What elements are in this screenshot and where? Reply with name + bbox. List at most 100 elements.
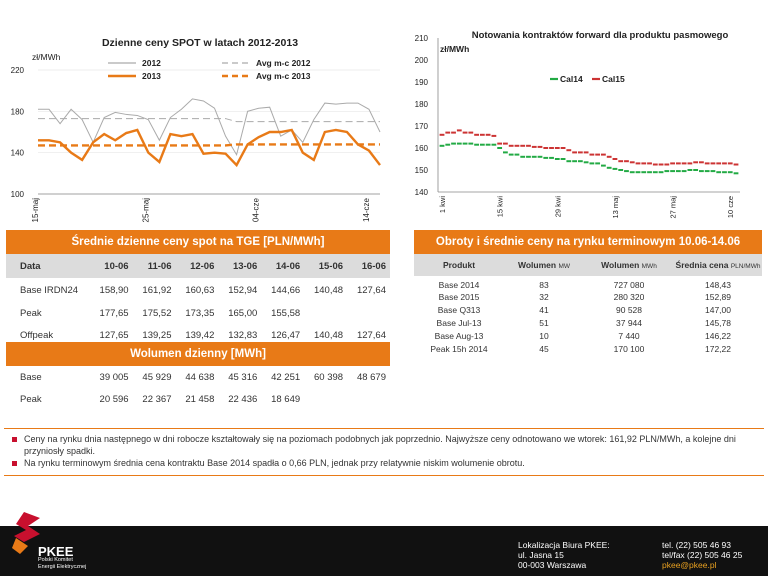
forward-price-chart-svg: Notowania kontraktów forward dla produkt… bbox=[415, 30, 740, 219]
table-cell: 44 638 bbox=[185, 371, 215, 383]
table-row: Base IRDN24 158,90 161,92 160,63 152,94 … bbox=[6, 278, 390, 302]
y-tick-label: 140 bbox=[415, 188, 429, 197]
table-cell: 139,25 bbox=[142, 329, 172, 341]
table-cell: 60 398 bbox=[313, 371, 344, 383]
table-cell: 127,64 bbox=[356, 284, 386, 296]
table-cell: 158,90 bbox=[99, 284, 129, 296]
spot-chart-legend: 2012 2013 Avg m-c 2012 Avg m-c 2013 bbox=[108, 58, 311, 81]
header-cell: 13-06 bbox=[218, 254, 262, 278]
table-cell: Base Aug-13 bbox=[434, 330, 484, 341]
contact-info: tel. (22) 505 46 93 tel/fax (22) 505 46 … bbox=[662, 540, 742, 570]
x-tick-label: 13 maj bbox=[611, 196, 620, 219]
logo-subtitle-1: Polski Komitet bbox=[38, 557, 73, 563]
x-tick-label: 25-maj bbox=[141, 198, 150, 223]
commentary-notes: Ceny na rynku dnia następnego w dni robo… bbox=[4, 428, 764, 476]
header-cell: Data bbox=[6, 254, 90, 278]
series-cal15 bbox=[439, 129, 739, 166]
legend-label: 2012 bbox=[142, 58, 161, 68]
header-cell: 12-06 bbox=[175, 254, 219, 278]
table-cell: Base Q313 bbox=[437, 304, 481, 315]
table-cell bbox=[304, 388, 347, 410]
header-cell: 10-06 bbox=[89, 254, 133, 278]
table-cell: Base 2015 bbox=[438, 291, 480, 302]
y-tick-label: 210 bbox=[415, 34, 429, 43]
table-cell: 22 436 bbox=[228, 393, 258, 405]
table-cell: 170 100 bbox=[613, 343, 645, 354]
x-tick-label: 27 maj bbox=[669, 196, 678, 219]
x-tick-label: 10 cze bbox=[726, 196, 735, 218]
legend-label: Avg m-c 2012 bbox=[256, 58, 311, 68]
y-tick-label: 100 bbox=[11, 190, 25, 199]
row-label: Peak bbox=[20, 393, 42, 405]
spot-table-title: Średnie dzienne ceny spot na TGE [PLN/MW… bbox=[6, 230, 390, 254]
header-cell: 14-06 bbox=[261, 254, 305, 278]
header-main: Wolumen bbox=[517, 260, 557, 270]
table-cell: 20 596 bbox=[99, 393, 129, 405]
volume-table-title: Wolumen dzienny [MWh] bbox=[6, 342, 390, 366]
table-row: Peak 20 596 22 367 21 458 22 436 18 649 bbox=[6, 388, 390, 410]
series-line-2012 bbox=[38, 98, 381, 157]
y-tick-label: 200 bbox=[415, 56, 429, 65]
table-cell: 127,64 bbox=[356, 329, 386, 341]
header-unit: MWh bbox=[641, 263, 657, 270]
table-cell: Base Jul-13 bbox=[436, 317, 482, 328]
phone-number: tel. (22) 505 46 93 bbox=[662, 540, 731, 550]
legend-label: Cal15 bbox=[602, 74, 625, 84]
y-tick-label: 160 bbox=[415, 144, 429, 153]
header-cell: Produkt bbox=[414, 254, 504, 276]
spot-table: Data 10-06 11-06 12-06 13-06 14-06 15-06… bbox=[6, 254, 390, 346]
table-cell: 155,58 bbox=[271, 307, 301, 319]
table-row: Base Q313 41 90 528 147,00 bbox=[414, 303, 762, 316]
forward-chart-legend: Cal14 Cal15 bbox=[550, 74, 625, 84]
table-cell: 152,89 bbox=[705, 291, 731, 302]
table-cell: Peak 15h 2014 bbox=[430, 343, 488, 354]
series-line-2013 bbox=[38, 128, 381, 168]
logo-name: PKEE bbox=[38, 544, 74, 559]
table-row: Base 2014 83 727 080 148,43 bbox=[414, 276, 762, 290]
header-cell: Wolumen MW bbox=[504, 254, 584, 276]
table-row: Base 39 005 45 929 44 638 45 316 42 251 … bbox=[6, 366, 390, 388]
row-label: Base bbox=[20, 371, 42, 383]
y-tick-label: 220 bbox=[11, 66, 25, 75]
y-tick-label: 170 bbox=[415, 122, 429, 131]
legend-label: Avg m-c 2013 bbox=[256, 71, 311, 81]
forward-chart-ylabel: zł/MWh bbox=[440, 44, 469, 54]
table-cell: Base 2014 bbox=[438, 280, 480, 290]
table-row: Base 2015 32 280 320 152,89 bbox=[414, 290, 762, 303]
table-cell bbox=[347, 388, 390, 410]
table-cell: 280 320 bbox=[613, 291, 645, 302]
spot-chart-ylabel: zł/MWh bbox=[32, 52, 61, 62]
table-cell: 132,83 bbox=[228, 329, 258, 341]
table-cell: 727 080 bbox=[613, 280, 645, 290]
header-cell: 15-06 bbox=[304, 254, 348, 278]
office-address: Lokalizacja Biura PKEE: ul. Jasna 15 00-… bbox=[518, 540, 610, 570]
legend-label: 2013 bbox=[142, 71, 161, 81]
table-cell: 140,48 bbox=[313, 284, 344, 296]
email-link[interactable]: pkee@pkee.pl bbox=[662, 560, 717, 570]
legend-label: Cal14 bbox=[560, 74, 583, 84]
note-item: Na rynku terminowym średnia cena kontrak… bbox=[10, 457, 758, 469]
x-tick-label: 1 kwi bbox=[438, 196, 447, 213]
x-tick-label: 15 kwi bbox=[496, 196, 505, 218]
table-row: Offpeak 127,65 139,25 139,42 132,83 126,… bbox=[6, 324, 390, 346]
table-row: Peak 15h 2014 45 170 100 172,22 bbox=[414, 342, 762, 355]
table-cell: 147,00 bbox=[705, 304, 731, 315]
x-tick-label: 04-cze bbox=[252, 197, 261, 222]
header-unit: PLN/MWh bbox=[730, 263, 761, 270]
address-line: ul. Jasna 15 bbox=[518, 550, 564, 560]
table-cell: 37 944 bbox=[616, 317, 642, 328]
table-cell: 161,92 bbox=[142, 284, 172, 296]
y-tick-label: 180 bbox=[11, 107, 25, 116]
table-cell: 152,94 bbox=[228, 284, 258, 296]
series-cal14 bbox=[439, 142, 739, 175]
table-cell: 39 005 bbox=[99, 371, 129, 383]
header-main: Wolumen bbox=[601, 260, 640, 270]
x-tick-label: 14-cze bbox=[362, 197, 371, 222]
pkee-logo-icon bbox=[12, 512, 40, 554]
x-tick-label: 15-maj bbox=[31, 198, 40, 223]
header-cell: 11-06 bbox=[132, 254, 176, 278]
table-cell: 173,35 bbox=[185, 307, 215, 319]
table-cell: 21 458 bbox=[185, 393, 215, 405]
y-tick-label: 140 bbox=[11, 149, 25, 158]
table-cell: 90 528 bbox=[616, 304, 642, 315]
